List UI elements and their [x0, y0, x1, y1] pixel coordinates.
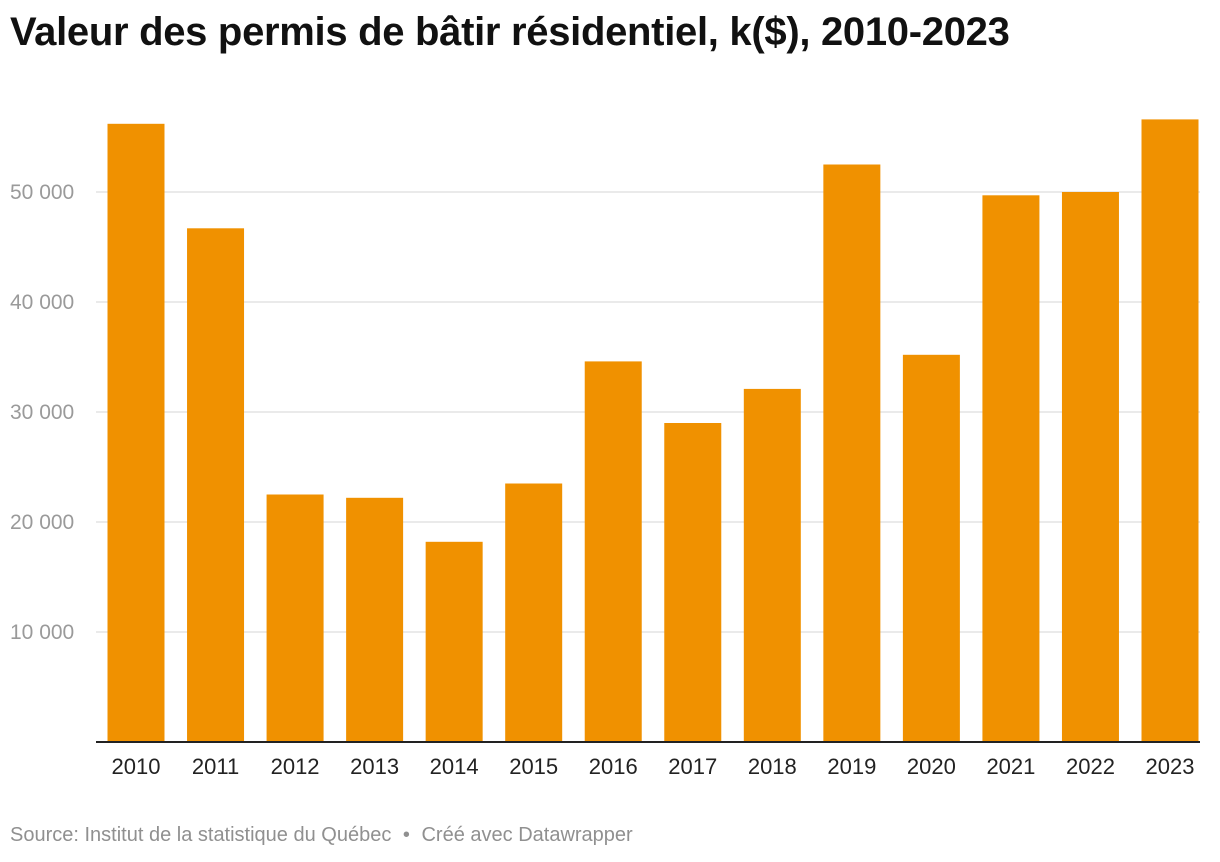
y-axis-tick-labels: 10 000 20 000 30 000 40 000 50 000: [10, 181, 74, 644]
chart-footer: Source: Institut de la statistique du Qu…: [10, 824, 633, 847]
x-tick-label: 2019: [827, 754, 876, 779]
bar-2011: [187, 228, 245, 743]
bar-2023: [1141, 119, 1199, 742]
x-tick-label: 2010: [112, 754, 161, 779]
bar-2010: [107, 123, 165, 743]
footer-separator: •: [402, 824, 410, 846]
bar-2014: [425, 541, 483, 742]
x-tick-label: 2014: [430, 754, 479, 779]
x-axis-tick-labels: 2010 2011 2012 2013 2014 2015 2016 2017 2018 2019…: [112, 754, 1195, 779]
x-tick-label: 2012: [271, 754, 320, 779]
bar-2021: [982, 195, 1040, 743]
credit-note: Créé avec Datawrapper: [421, 824, 633, 846]
bar-2013: [346, 497, 404, 742]
x-tick-label: 2017: [668, 754, 717, 779]
bar-2018: [743, 388, 801, 742]
bar-2012: [266, 494, 324, 742]
chart-title: Valeur des permis de bâtir résidentiel, …: [10, 10, 1010, 54]
x-tick-label: 2020: [907, 754, 956, 779]
bars: [107, 119, 1199, 743]
y-tick-label: 10 000: [10, 621, 74, 644]
bar-2022: [1061, 192, 1119, 742]
x-tick-label: 2011: [192, 754, 239, 779]
source-note: Source: Institut de la statistique du Qu…: [10, 824, 392, 846]
y-tick-label: 20 000: [10, 511, 74, 534]
bar-2020: [902, 354, 960, 742]
bar-2015: [505, 483, 563, 742]
x-tick-label: 2018: [748, 754, 797, 779]
x-tick-label: 2023: [1146, 754, 1195, 779]
bar-2019: [823, 164, 881, 742]
x-tick-label: 2021: [986, 754, 1035, 779]
x-tick-label: 2016: [589, 754, 638, 779]
y-tick-label: 40 000: [10, 291, 74, 314]
y-tick-label: 30 000: [10, 401, 74, 424]
bar-2016: [584, 361, 642, 742]
x-tick-label: 2015: [509, 754, 558, 779]
bar-2017: [664, 423, 722, 742]
x-tick-label: 2022: [1066, 754, 1115, 779]
x-tick-label: 2013: [350, 754, 399, 779]
y-tick-label: 50 000: [10, 181, 74, 204]
